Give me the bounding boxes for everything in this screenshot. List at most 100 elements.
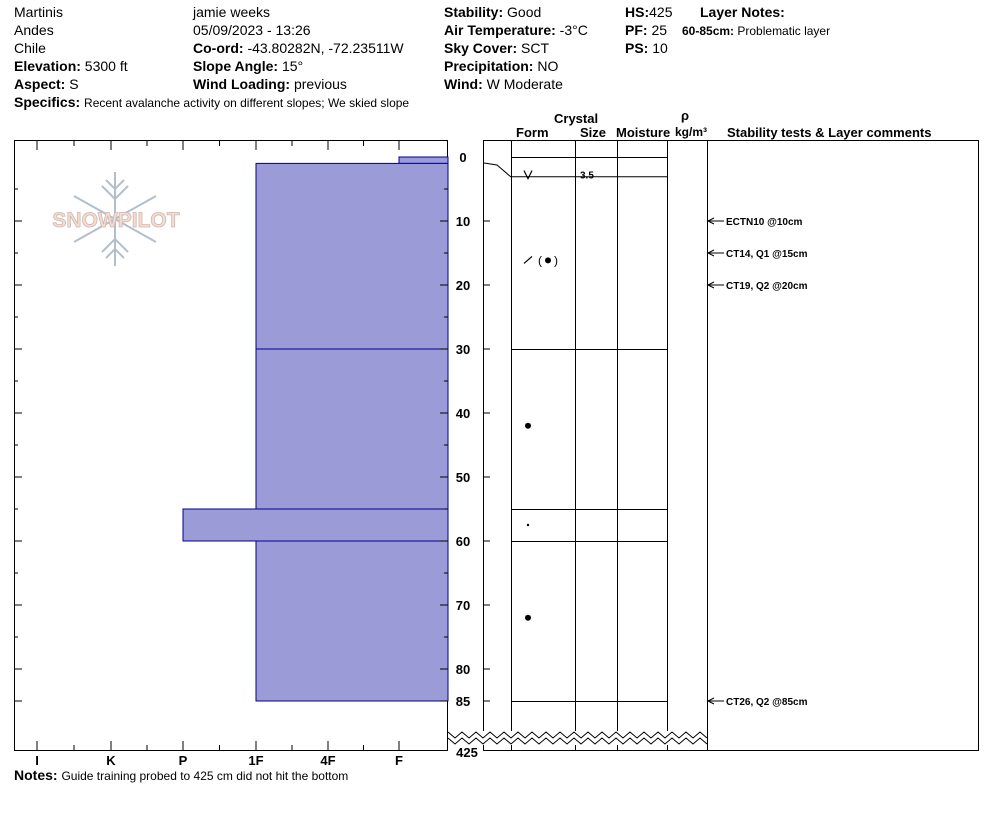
test-label: CT14, Q1 @15cm: [726, 249, 808, 260]
depth-label-40: 40: [456, 406, 470, 421]
depth-break-zigzag: [447, 731, 708, 745]
depth-label-30: 30: [456, 342, 470, 357]
rho-header: ρ: [681, 108, 690, 123]
paren-open: (: [538, 253, 542, 267]
depth-label-70: 70: [456, 598, 470, 613]
depth-label-0: 0: [459, 150, 466, 165]
ps-field: PS: 10: [625, 39, 668, 57]
surface-hoar-icon: [523, 170, 533, 180]
pf-value: 25: [651, 22, 668, 38]
hardness-label-f: F: [395, 753, 403, 768]
ps-value: 10: [652, 40, 668, 56]
depth-label-85: 85: [456, 694, 470, 709]
precipitation-field: Precipitation: NO: [444, 57, 558, 75]
test-arrow-icon: [706, 249, 715, 257]
elevation-label: Elevation:: [14, 58, 81, 74]
wind-value: W Moderate: [486, 76, 563, 92]
depth-label-20: 20: [456, 278, 470, 293]
specifics-label: Specifics:: [14, 94, 81, 110]
hardness-layer-5: [255, 540, 449, 702]
slope-angle-value: 15°: [281, 58, 304, 74]
slope-angle-field: Slope Angle: 15°: [193, 57, 303, 75]
air-temp-label: Air Temperature:: [444, 22, 556, 38]
notes-label: Notes:: [14, 767, 58, 783]
wind-loading-label: Wind Loading:: [193, 76, 291, 92]
test-label: CT26, Q2 @85cm: [726, 697, 808, 708]
depth-label-60: 60: [456, 534, 470, 549]
wind-loading-field: Wind Loading: previous: [193, 75, 347, 93]
datetime: 05/09/2023 - 13:26: [193, 22, 311, 38]
form-header: Form: [516, 125, 549, 140]
hardness-layer-2: [255, 162, 449, 350]
depth-label-10: 10: [456, 214, 470, 229]
rounded-grain-icon: [525, 614, 531, 621]
depth-label-80: 80: [456, 662, 470, 677]
location-country: Chile: [14, 40, 46, 56]
surface-layer-connector: [483, 162, 512, 178]
layer-lines: [511, 157, 667, 702]
hardness-label-p: P: [179, 753, 188, 768]
depth-axis: 0 10 20 30 40 50 60 70 80 85 425: [14, 150, 490, 760]
crystal-size-value: 3.5: [580, 171, 594, 182]
faceted-rounding-icon: (): [523, 253, 558, 267]
layer-notes-entry: 60-85cm: Problematic layer: [682, 22, 830, 40]
wind-field: Wind: W Moderate: [444, 75, 563, 93]
test-arrow-icon: [706, 281, 715, 289]
hs-field: HS:425: [625, 3, 672, 21]
layer-notes-label: Layer Notes:: [700, 4, 785, 20]
hardness-bars: [182, 156, 449, 702]
aspect-value: S: [69, 76, 79, 92]
hardness-layer-1: [398, 156, 449, 164]
hardness-label-1f: 1F: [248, 753, 263, 768]
layer-table-frame: [483, 140, 979, 751]
precipitation-value: NO: [537, 58, 559, 74]
specifics-value: Recent avalanche activity on different s…: [84, 96, 410, 110]
precipitation-label: Precipitation:: [444, 58, 534, 74]
test-label: CT19, Q2 @20cm: [726, 281, 808, 292]
stability-label: Stability:: [444, 4, 504, 20]
depth-label-bottom: 425: [456, 745, 478, 760]
aspect-label: Aspect:: [14, 76, 66, 92]
facet-slash: [523, 255, 533, 264]
observer: jamie weeks: [193, 4, 271, 20]
location-name: Martinis: [14, 4, 64, 20]
layer-notes-range: 60-85cm:: [682, 24, 735, 38]
test-label: ECTN10 @10cm: [726, 217, 803, 228]
snowpilot-logo: SNOWPILOT: [52, 172, 180, 266]
hardness-label-4f: 4F: [320, 753, 335, 768]
hs-label: HS:: [625, 4, 650, 20]
stability-field: Stability: Good: [444, 3, 541, 21]
stability-value: Good: [507, 4, 542, 20]
sky-cover-field: Sky Cover: SCT: [444, 39, 549, 57]
tests-header: Stability tests & Layer comments: [727, 125, 932, 140]
small-rounded-grain-icon: [526, 523, 530, 527]
coord-label: Co-ord:: [193, 40, 244, 56]
coord-field: Co-ord: -43.80282N, -72.23511W: [193, 39, 404, 57]
sky-cover-value: SCT: [521, 40, 550, 56]
ps-label: PS:: [625, 40, 649, 56]
pf-label: PF:: [625, 22, 648, 38]
elevation-field: Elevation: 5300 ft: [14, 57, 128, 75]
notes-value: Guide training probed to 425 cm did not …: [61, 769, 349, 783]
depth-label-50: 50: [456, 470, 470, 485]
hardness-label-k: K: [106, 753, 116, 768]
hardness-layer-3: [255, 348, 449, 510]
air-temp-field: Air Temperature: -3°C: [444, 21, 588, 39]
coord-value: -43.80282N, -72.23511W: [247, 40, 404, 56]
hardness-ticks: I K P 1F 4F F: [35, 140, 403, 768]
air-temp-value: -3°C: [559, 22, 588, 38]
specifics-field: Specifics: Recent avalanche activity on …: [14, 93, 409, 112]
column-dividers: [511, 140, 708, 751]
location-range: Andes: [14, 22, 54, 38]
size-header: Size: [580, 125, 607, 140]
crystal-header: Crystal: [554, 111, 599, 126]
hardness-label-i: I: [35, 753, 39, 768]
test-arrow-icon: [706, 217, 715, 225]
pf-field: PF: 25: [625, 21, 667, 39]
rounded-grain-icon: [525, 422, 531, 429]
aspect-field: Aspect: S: [14, 75, 79, 93]
elevation-value: 5300 ft: [84, 58, 128, 74]
stability-test-markers: ECTN10 @10cm CT14, Q1 @15cm CT19, Q2 @20cm…: [706, 217, 808, 708]
sky-cover-label: Sky Cover:: [444, 40, 518, 56]
